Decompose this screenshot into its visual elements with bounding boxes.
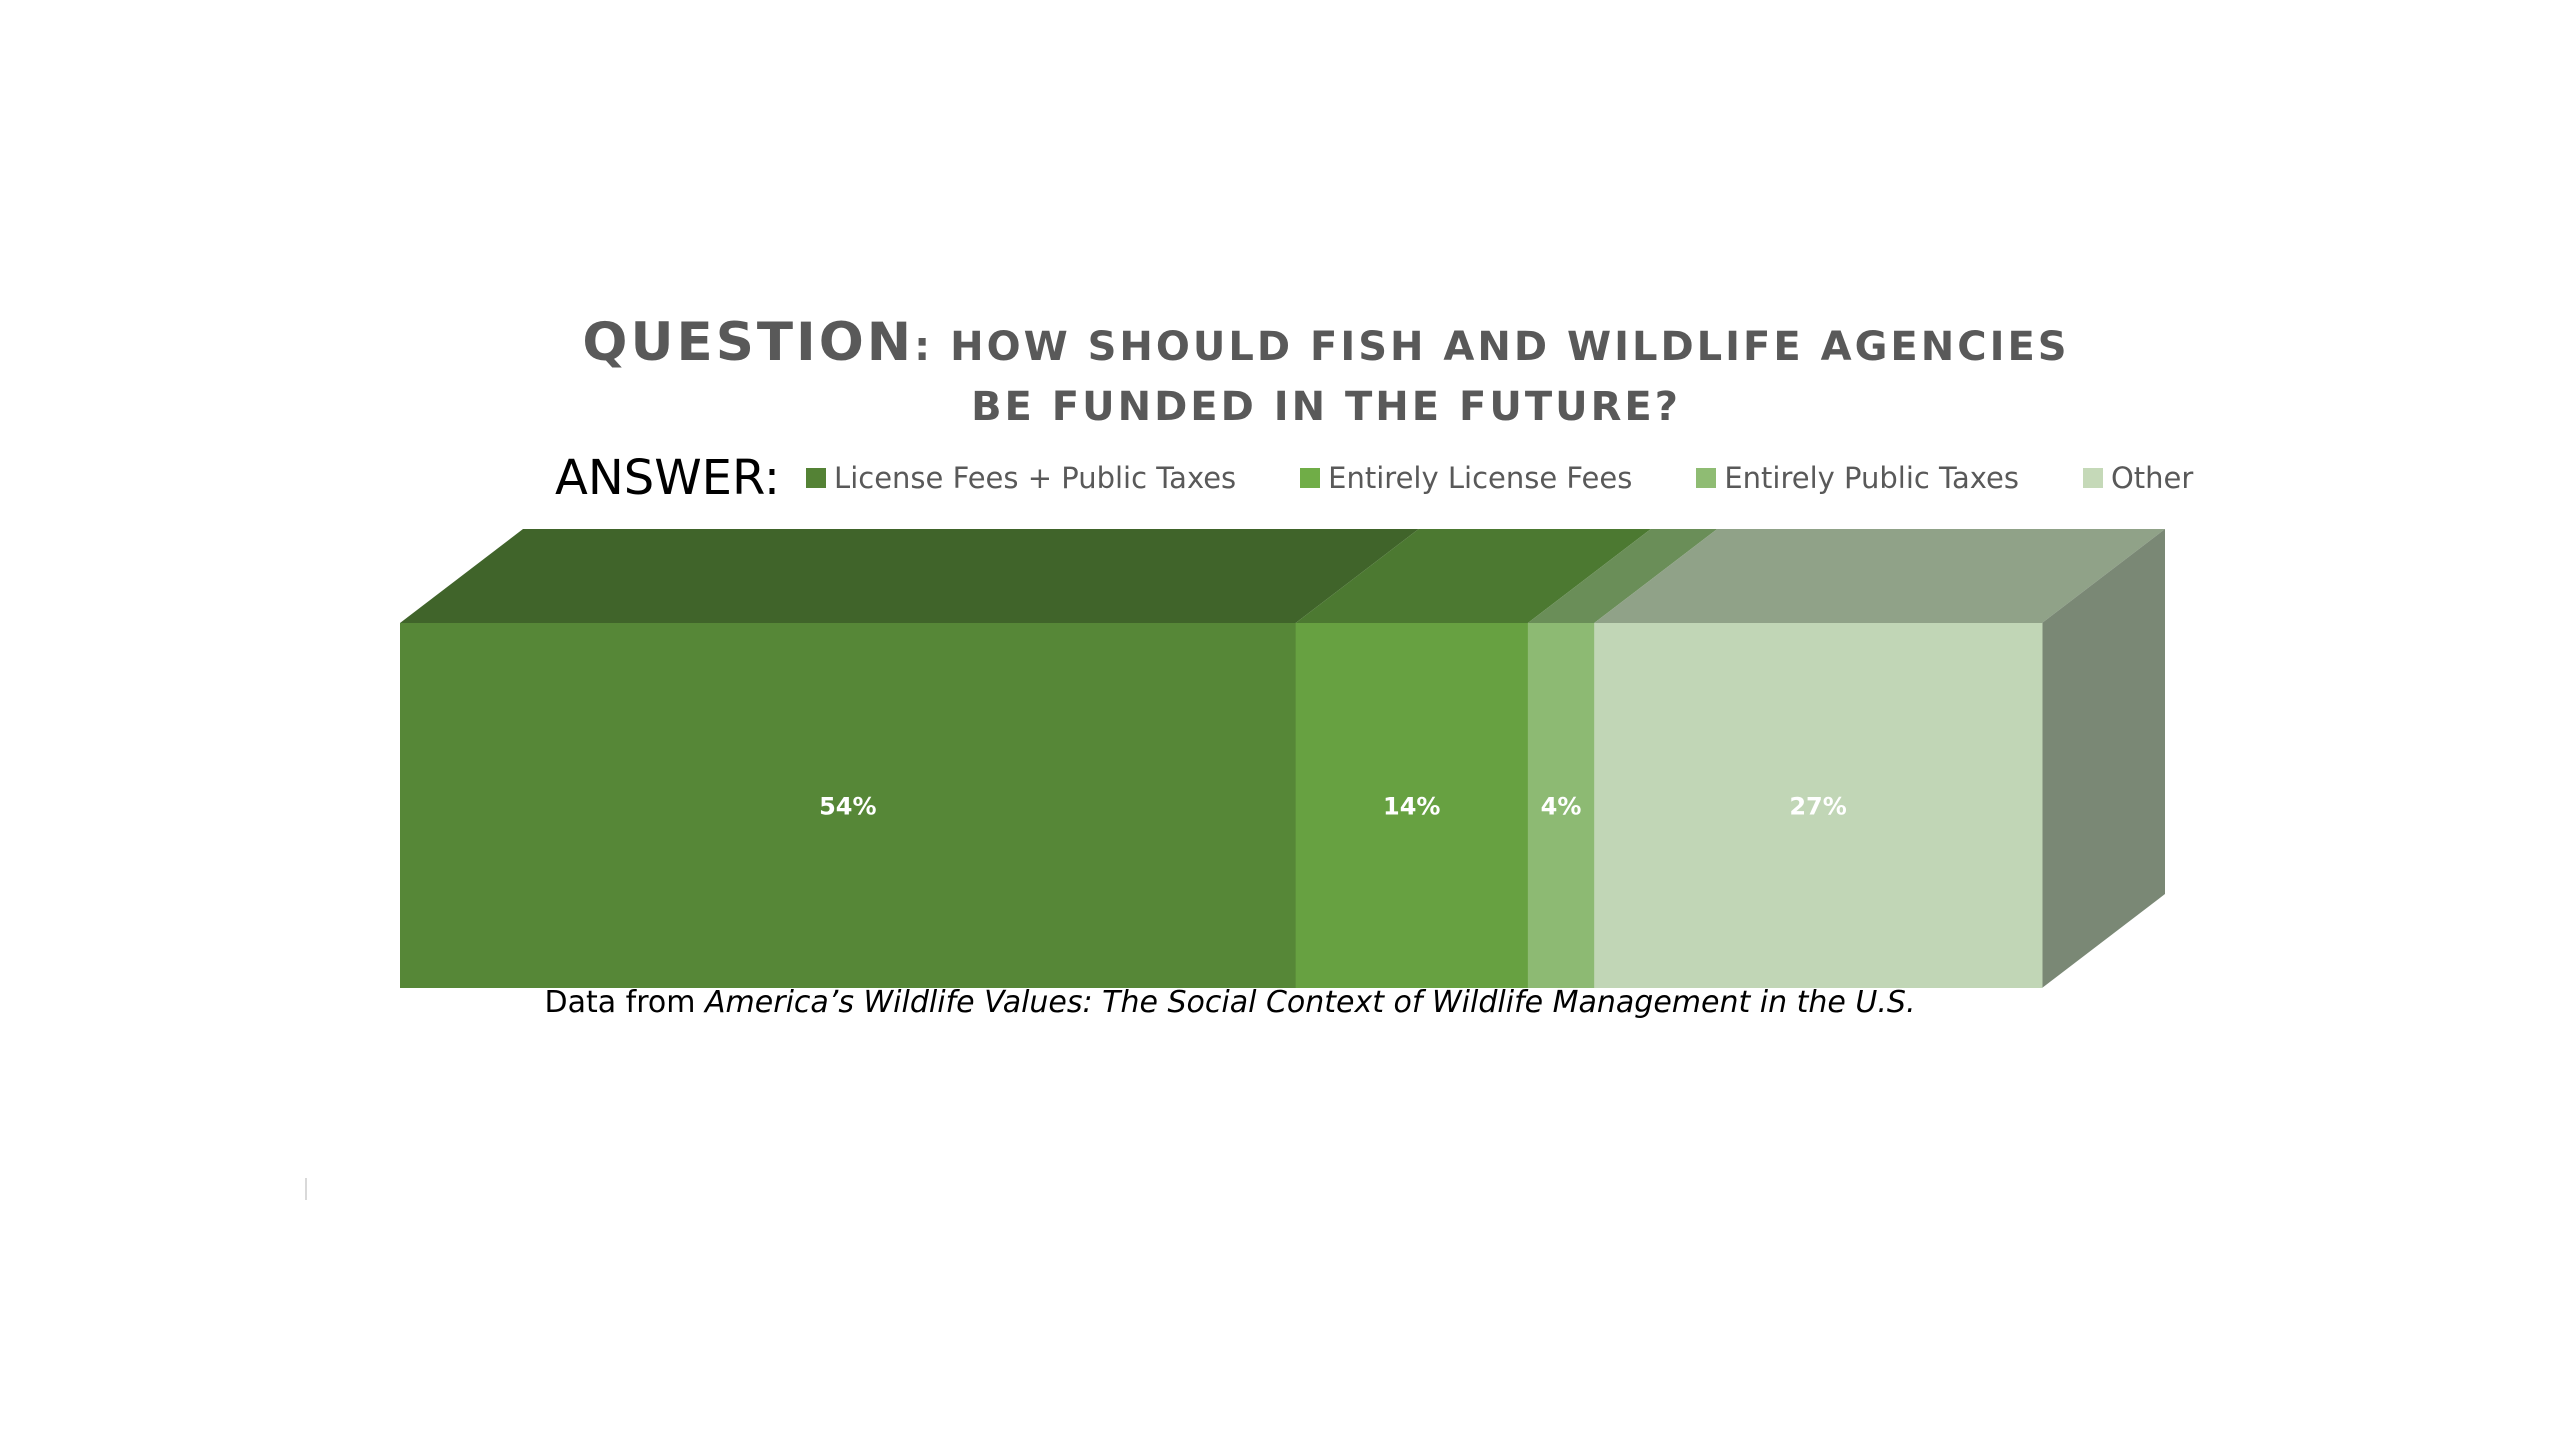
data-label-2: 4% <box>1541 793 1582 821</box>
legend-swatch-other <box>2082 468 2103 488</box>
legend-answer-label: ANSWER: <box>555 450 781 506</box>
data-label-3: 27% <box>1789 793 1846 821</box>
bar-top-face-3 <box>1594 529 2165 623</box>
legend-label-entirely-license-fees: Entirely License Fees <box>1328 461 1633 495</box>
title-line1-text: : HOW SHOULD FISH AND WILDLIFE AGENCIES <box>914 324 2070 370</box>
legend-label-entirely-public-taxes: Entirely Public Taxes <box>1724 461 2019 495</box>
bar-top-face-1 <box>1295 529 1651 623</box>
legend: ANSWER: License Fees + Public Taxes Enti… <box>555 450 2257 506</box>
source-prefix: Data from <box>544 985 706 1020</box>
source-title: America’s Wildlife Values: The Social Co… <box>705 985 1916 1020</box>
legend-swatch-entirely-license-fees <box>1300 468 1321 488</box>
stray-divider-mark <box>305 1178 307 1200</box>
bar-side-face <box>2042 529 2165 988</box>
bar-segment-3 <box>1594 623 2043 988</box>
chart-title-line2: BE FUNDED IN THE FUTURE? <box>971 384 1681 430</box>
title-question-word: QUESTION <box>582 312 915 373</box>
bar-segment-0 <box>400 623 1297 988</box>
legend-swatch-license-fees-public-taxes <box>806 468 827 488</box>
legend-label-license-fees-public-taxes: License Fees + Public Taxes <box>834 461 1237 495</box>
source-note: Data from America’s Wildlife Values: The… <box>0 985 2460 1020</box>
legend-swatch-entirely-public-taxes <box>1696 468 1717 488</box>
legend-item-other: Other <box>2082 461 2194 495</box>
legend-item-entirely-public-taxes: Entirely Public Taxes <box>1696 461 2019 495</box>
bar-segment-1 <box>1295 623 1529 988</box>
legend-item-license-fees-public-taxes: License Fees + Public Taxes <box>806 461 1236 495</box>
bar-top-face-0 <box>400 529 1419 623</box>
data-label-0: 54% <box>819 793 876 821</box>
legend-item-entirely-license-fees: Entirely License Fees <box>1300 461 1632 495</box>
data-label-1: 14% <box>1383 793 1440 821</box>
chart-title-line1: QUESTION: HOW SHOULD FISH AND WILDLIFE A… <box>0 308 2560 378</box>
legend-label-other: Other <box>2110 461 2194 495</box>
bar-top-face-2 <box>1527 529 1718 623</box>
bar-segment-2 <box>1527 623 1595 988</box>
